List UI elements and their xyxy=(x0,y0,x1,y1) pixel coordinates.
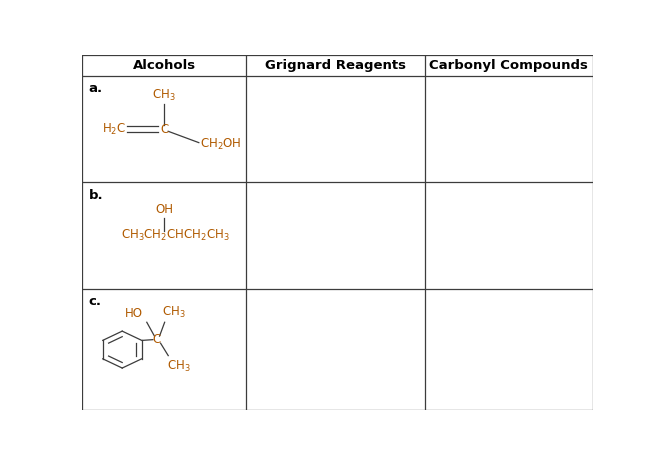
Text: c.: c. xyxy=(88,296,101,308)
Text: HO: HO xyxy=(125,307,143,320)
Text: CH$_3$CH$_2$CHCH$_2$CH$_3$: CH$_3$CH$_2$CHCH$_2$CH$_3$ xyxy=(121,228,229,243)
Text: CH$_3$: CH$_3$ xyxy=(152,88,176,102)
Text: CH$_3$: CH$_3$ xyxy=(167,359,191,374)
Text: C: C xyxy=(153,333,161,346)
Text: CH$_3$: CH$_3$ xyxy=(162,305,186,320)
Text: Grignard Reagents: Grignard Reagents xyxy=(265,59,406,72)
Text: Carbonyl Compounds: Carbonyl Compounds xyxy=(430,59,588,72)
Text: C: C xyxy=(160,123,168,136)
Text: b.: b. xyxy=(88,189,103,202)
Text: a.: a. xyxy=(88,83,103,95)
Text: H$_2$C: H$_2$C xyxy=(101,122,126,137)
Text: OH: OH xyxy=(155,203,173,216)
Text: Alcohols: Alcohols xyxy=(132,59,196,72)
Text: CH$_2$OH: CH$_2$OH xyxy=(200,136,241,152)
